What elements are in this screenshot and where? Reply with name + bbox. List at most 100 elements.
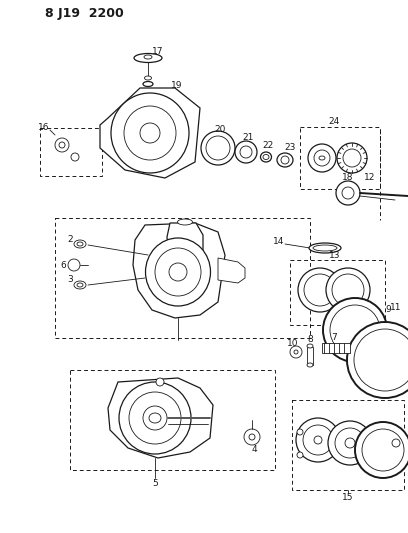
Ellipse shape	[260, 152, 271, 162]
Ellipse shape	[277, 153, 293, 167]
Text: 9: 9	[385, 305, 391, 314]
Text: 22: 22	[262, 141, 274, 150]
Circle shape	[303, 425, 333, 455]
Polygon shape	[100, 88, 200, 178]
Circle shape	[345, 438, 355, 448]
Ellipse shape	[146, 238, 211, 306]
Circle shape	[206, 136, 230, 160]
Text: 5: 5	[152, 479, 158, 488]
Ellipse shape	[263, 155, 269, 159]
Text: 11: 11	[390, 303, 402, 312]
Ellipse shape	[140, 123, 160, 143]
Ellipse shape	[309, 243, 341, 253]
Circle shape	[235, 141, 257, 163]
Ellipse shape	[77, 283, 83, 287]
Text: 18: 18	[342, 174, 354, 182]
Bar	[55, 218, 310, 338]
Text: 19: 19	[171, 80, 183, 90]
Circle shape	[330, 305, 380, 355]
Circle shape	[304, 274, 336, 306]
Circle shape	[290, 346, 302, 358]
Circle shape	[71, 153, 79, 161]
Circle shape	[355, 422, 408, 478]
Ellipse shape	[307, 344, 313, 348]
Circle shape	[337, 143, 367, 173]
Text: 6: 6	[60, 261, 66, 270]
Circle shape	[332, 274, 364, 306]
Circle shape	[296, 418, 340, 462]
Circle shape	[392, 439, 400, 447]
Circle shape	[308, 144, 336, 172]
Text: 15: 15	[342, 492, 354, 502]
Circle shape	[314, 436, 322, 444]
Text: 2: 2	[67, 235, 73, 244]
Polygon shape	[108, 378, 213, 458]
Text: 20: 20	[214, 125, 226, 134]
Text: 17: 17	[152, 46, 164, 55]
Circle shape	[244, 429, 260, 445]
Ellipse shape	[134, 53, 162, 62]
Ellipse shape	[319, 156, 325, 160]
Text: 4: 4	[251, 446, 257, 455]
Text: 21: 21	[242, 133, 254, 141]
Circle shape	[297, 429, 303, 435]
Bar	[290, 260, 385, 325]
Circle shape	[323, 298, 387, 362]
Text: 14: 14	[273, 237, 285, 246]
Circle shape	[156, 378, 164, 386]
Bar	[70, 370, 275, 470]
Circle shape	[343, 149, 361, 167]
Text: 16: 16	[38, 123, 50, 132]
Ellipse shape	[307, 363, 313, 367]
Polygon shape	[218, 258, 245, 283]
Circle shape	[297, 452, 303, 458]
Ellipse shape	[149, 413, 161, 423]
Circle shape	[328, 421, 372, 465]
Bar	[307, 347, 313, 365]
Circle shape	[240, 146, 252, 158]
Bar	[40, 128, 102, 176]
Circle shape	[59, 142, 65, 148]
Ellipse shape	[77, 242, 83, 246]
Text: 3: 3	[67, 276, 73, 285]
Text: 13: 13	[329, 252, 341, 261]
Ellipse shape	[313, 245, 337, 251]
Circle shape	[326, 268, 370, 312]
Text: 8: 8	[307, 335, 313, 344]
Circle shape	[342, 187, 354, 199]
Circle shape	[294, 350, 298, 354]
Circle shape	[281, 156, 289, 164]
Polygon shape	[133, 223, 225, 318]
Circle shape	[129, 392, 181, 444]
Text: 8 J19  2200: 8 J19 2200	[45, 6, 124, 20]
Text: 12: 12	[364, 174, 376, 182]
Circle shape	[201, 131, 235, 165]
Text: 23: 23	[284, 143, 296, 152]
Ellipse shape	[144, 76, 151, 80]
Circle shape	[362, 429, 404, 471]
Text: 10: 10	[287, 338, 299, 348]
Circle shape	[249, 434, 255, 440]
Circle shape	[143, 406, 167, 430]
Circle shape	[347, 322, 408, 398]
Circle shape	[298, 268, 342, 312]
Ellipse shape	[111, 93, 189, 173]
Ellipse shape	[143, 82, 153, 86]
Ellipse shape	[74, 240, 86, 248]
Circle shape	[119, 382, 191, 454]
Bar	[292, 400, 404, 490]
Text: 24: 24	[328, 117, 339, 125]
Circle shape	[55, 138, 69, 152]
Circle shape	[314, 150, 330, 166]
Ellipse shape	[155, 248, 201, 296]
Ellipse shape	[169, 263, 187, 281]
Polygon shape	[167, 223, 203, 256]
Circle shape	[68, 259, 80, 271]
Bar	[322, 343, 350, 353]
Text: 7: 7	[331, 334, 337, 343]
Bar	[300, 127, 380, 189]
Ellipse shape	[74, 281, 86, 289]
Circle shape	[336, 181, 360, 205]
Ellipse shape	[144, 55, 152, 59]
Ellipse shape	[124, 106, 176, 160]
